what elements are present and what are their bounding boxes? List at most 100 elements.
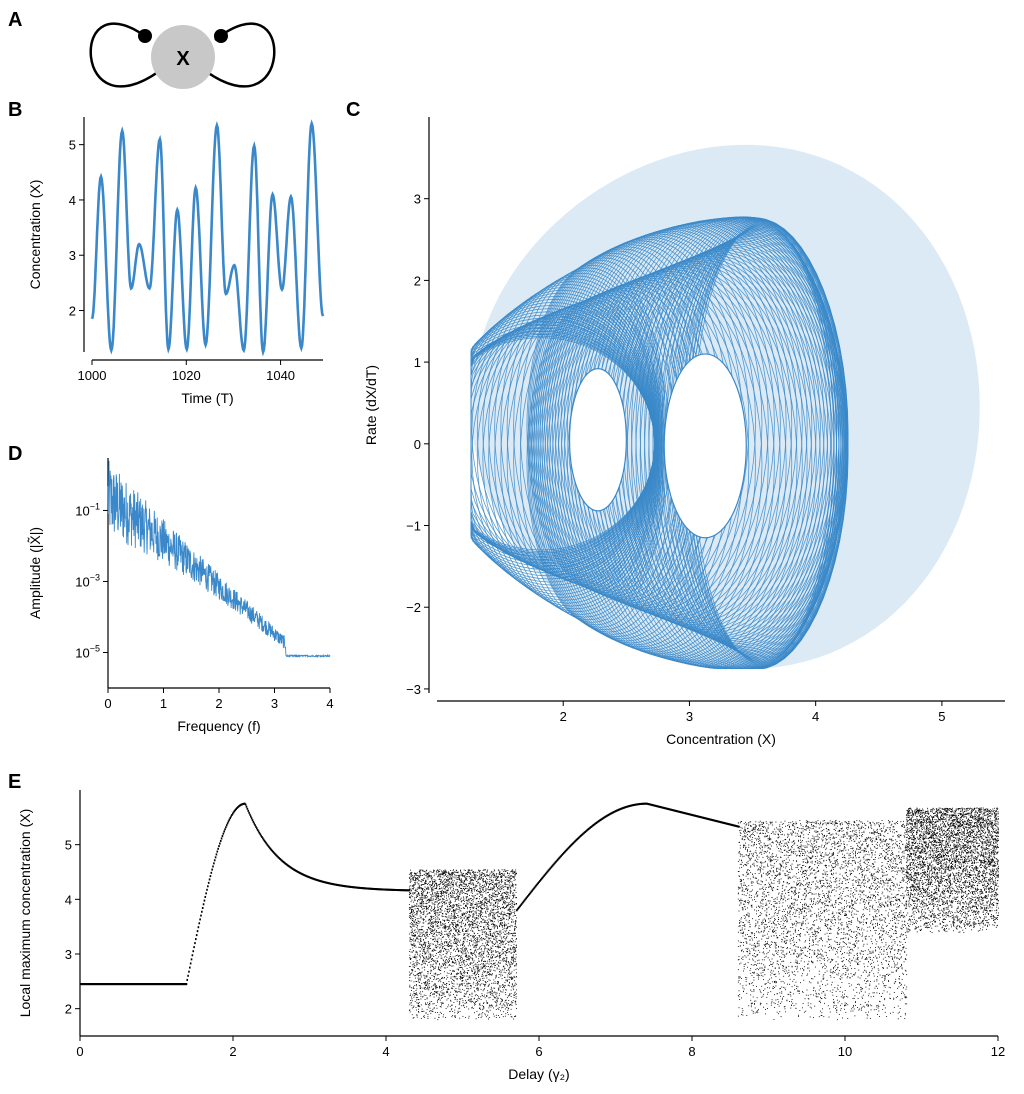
maxima-point	[412, 950, 414, 952]
maxima-point	[463, 899, 465, 901]
maxima-point	[419, 933, 421, 935]
maxima-point	[501, 882, 503, 884]
maxima-point	[443, 992, 445, 994]
maxima-point	[471, 875, 473, 877]
maxima-point	[481, 922, 483, 924]
maxima-point	[429, 881, 431, 883]
maxima-point	[465, 930, 467, 932]
maxima-point	[479, 888, 481, 890]
maxima-point	[457, 898, 459, 900]
maxima-point	[443, 971, 445, 973]
maxima-point	[462, 900, 464, 901]
maxima-point	[472, 953, 474, 954]
maxima-point	[470, 883, 472, 885]
maxima-point	[431, 910, 433, 911]
maxima-point	[485, 942, 487, 944]
maxima-point	[502, 886, 504, 888]
maxima-point	[502, 984, 503, 986]
maxima-point	[457, 951, 459, 953]
maxima-point	[452, 916, 454, 918]
maxima-point	[424, 953, 426, 955]
maxima-point	[499, 940, 501, 942]
maxima-point	[443, 965, 445, 966]
maxima-point	[493, 885, 495, 887]
maxima-point	[426, 897, 428, 899]
maxima-point	[427, 900, 428, 901]
maxima-point	[455, 898, 457, 900]
maxima-point	[423, 956, 425, 958]
maxima-point	[455, 930, 456, 932]
maxima-point	[434, 936, 436, 938]
maxima-point	[418, 883, 420, 885]
maxima-point	[414, 935, 416, 937]
maxima-point	[429, 978, 431, 979]
maxima-point	[452, 956, 454, 958]
maxima-point	[471, 924, 473, 926]
right-self-loop	[206, 22, 276, 88]
maxima-point	[378, 888, 380, 891]
maxima-point	[474, 934, 476, 936]
maxima-point	[478, 960, 480, 962]
maxima-point	[470, 1001, 472, 1003]
maxima-point	[485, 903, 487, 905]
maxima-point	[420, 998, 422, 1000]
maxima-point	[451, 893, 453, 895]
maxima-point	[418, 929, 420, 931]
maxima-point	[465, 975, 467, 977]
maxima-point	[429, 900, 431, 902]
maxima-point	[457, 920, 459, 922]
maxima-point	[483, 989, 485, 990]
maxima-point	[459, 985, 461, 987]
maxima-point	[409, 986, 411, 988]
maxima-point	[425, 983, 427, 985]
maxima-point	[471, 876, 473, 878]
maxima-point	[500, 932, 502, 934]
maxima-point	[414, 920, 416, 922]
maxima-point	[458, 878, 460, 880]
maxima-point	[485, 910, 487, 912]
maxima-point	[489, 959, 491, 961]
maxima-point	[445, 881, 447, 883]
maxima-point	[417, 900, 419, 901]
maxima-point	[224, 828, 226, 831]
maxima-point	[415, 905, 417, 907]
maxima-point	[323, 880, 325, 883]
maxima-point	[274, 852, 276, 855]
maxima-point	[464, 965, 466, 967]
maxima-point	[422, 870, 424, 872]
maxima-point	[485, 933, 487, 935]
maxima-point	[448, 916, 450, 918]
maxima-point	[429, 899, 431, 901]
maxima-point	[435, 1004, 437, 1006]
maxima-point	[432, 963, 434, 965]
inner-hole-left	[568, 368, 627, 512]
maxima-point	[483, 994, 485, 996]
maxima-point	[482, 1008, 484, 1010]
maxima-point	[439, 964, 440, 966]
maxima-point	[457, 956, 459, 957]
maxima-point	[429, 932, 431, 933]
maxima-point	[504, 925, 506, 927]
maxima-point	[422, 938, 424, 940]
maxima-point	[300, 872, 303, 875]
maxima-point	[438, 998, 440, 1000]
maxima-point	[451, 1008, 453, 1010]
maxima-point	[452, 895, 454, 897]
maxima-point	[502, 896, 504, 898]
maxima-point	[270, 848, 273, 851]
maxima-point	[473, 872, 475, 874]
maxima-point	[478, 876, 480, 878]
maxima-point	[411, 907, 413, 908]
maxima-point	[504, 913, 506, 915]
maxima-point	[471, 953, 473, 955]
maxima-point	[473, 981, 475, 983]
maxima-point	[319, 880, 322, 883]
maxima-point	[502, 989, 504, 991]
maxima-point	[497, 906, 499, 908]
maxima-point	[455, 1006, 456, 1008]
maxima-point	[458, 911, 460, 913]
maxima-point	[475, 985, 477, 987]
maxima-point	[467, 886, 468, 888]
maxima-point	[460, 978, 461, 980]
maxima-point	[418, 969, 420, 971]
